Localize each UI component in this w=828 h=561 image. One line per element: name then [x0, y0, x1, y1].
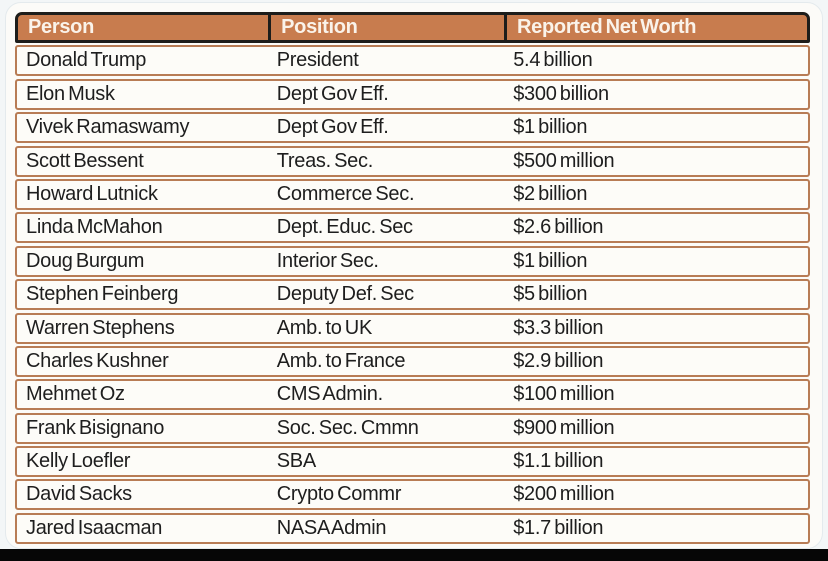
table-body: Donald Trump President 5.4 billion Elon …	[15, 45, 810, 544]
table-row: Stephen Feinberg Deputy Def. Sec $5 bill…	[15, 279, 810, 311]
person-cell: Charles Kushner	[26, 349, 169, 372]
net-worth-cell: $300 billion	[513, 82, 609, 105]
position-cell: Interior Sec.	[276, 249, 379, 272]
position-cell: Commerce Sec.	[276, 182, 415, 205]
person-cell: Frank Bisignano	[26, 416, 165, 439]
person-cell: Kelly Loefler	[26, 450, 131, 473]
net-worth-cell: $2.6 billion	[513, 216, 604, 239]
position-cell: Amb. to France	[276, 349, 406, 372]
person-cell: Howard Lutnick	[26, 182, 158, 205]
person-cell: Doug Burgum	[26, 249, 145, 272]
net-worth-cell: $1.7 billion	[513, 516, 604, 539]
person-cell: Linda McMahon	[26, 216, 163, 239]
net-worth-cell: $500 million	[513, 149, 615, 172]
table-row: Jared Isaacman NASA Admin $1.7 billion	[15, 512, 810, 544]
table-row: Linda McMahon Dept. Educ. Sec $2.6 billi…	[15, 212, 810, 244]
person-cell: Mehmet Oz	[26, 383, 125, 406]
net-worth-cell: $1.1 billion	[513, 450, 604, 473]
table-row: Elon Musk Dept Gov Eff. $300 billion	[15, 78, 810, 110]
table-row: Scott Bessent Treas. Sec. $500 million	[15, 145, 810, 177]
position-cell: Dept. Educ. Sec	[276, 216, 413, 239]
position-cell: Crypto Commr	[276, 483, 402, 506]
position-cell: Dept Gov Eff.	[276, 116, 389, 139]
person-cell: Jared Isaacman	[26, 516, 163, 539]
position-cell: President	[276, 49, 359, 72]
table-row: Charles Kushner Amb. to France $2.9 bill…	[15, 345, 810, 377]
column-header-net-worth: Reported Net Worth	[504, 15, 807, 40]
person-cell: Stephen Feinberg	[26, 283, 179, 306]
table-row: Howard Lutnick Commerce Sec. $2 billion	[15, 178, 810, 210]
person-cell: Warren Stephens	[26, 316, 175, 339]
person-cell: Vivek Ramaswamy	[26, 116, 190, 139]
person-cell: Elon Musk	[26, 82, 115, 105]
person-cell: Scott Bessent	[26, 149, 144, 172]
table-row: Kelly Loefler SBA $1.1 billion	[15, 446, 810, 478]
position-cell: NASA Admin	[276, 516, 387, 539]
table-row: Vivek Ramaswamy Dept Gov Eff. $1 billion	[15, 112, 810, 144]
net-worth-cell: $100 million	[513, 383, 615, 406]
column-header-position: Position	[268, 15, 504, 40]
table-row: Warren Stephens Amb. to UK $3.3 billion	[15, 312, 810, 344]
position-cell: Deputy Def. Sec	[276, 283, 414, 306]
table-row: Mehmet Oz CMS Admin. $100 million	[15, 379, 810, 411]
net-worth-cell: $1 billion	[513, 116, 588, 139]
position-cell: SBA	[276, 450, 316, 473]
position-cell: Amb. to UK	[276, 316, 373, 339]
position-cell: Treas. Sec.	[276, 149, 374, 172]
net-worth-cell: 5.4 billion	[513, 49, 593, 72]
person-cell: Donald Trump	[26, 49, 147, 72]
column-header-person: Person	[28, 16, 95, 38]
person-cell: David Sacks	[26, 483, 132, 506]
table-row: David Sacks Crypto Commr $200 million	[15, 479, 810, 511]
net-worth-cell: $5 billion	[513, 283, 588, 306]
net-worth-cell: $2 billion	[513, 182, 588, 205]
net-worth-cell: $200 million	[513, 483, 615, 506]
bottom-black-bar	[0, 549, 828, 561]
net-worth-cell: $900 million	[513, 416, 615, 439]
net-worth-cell: $1 billion	[513, 249, 588, 272]
position-cell: Dept Gov Eff.	[276, 82, 389, 105]
table-row: Doug Burgum Interior Sec. $1 billion	[15, 245, 810, 277]
table-header-row: Person Position Reported Net Worth	[15, 12, 810, 43]
net-worth-cell: $3.3 billion	[513, 316, 604, 339]
net-worth-table: Person Position Reported Net Worth Donal…	[15, 12, 810, 544]
position-cell: Soc. Sec. Cmmn	[276, 416, 419, 439]
position-cell: CMS Admin.	[276, 383, 383, 406]
table-row: Donald Trump President 5.4 billion	[15, 45, 810, 77]
net-worth-cell: $2.9 billion	[513, 349, 604, 372]
table-row: Frank Bisignano Soc. Sec. Cmmn $900 mill…	[15, 412, 810, 444]
